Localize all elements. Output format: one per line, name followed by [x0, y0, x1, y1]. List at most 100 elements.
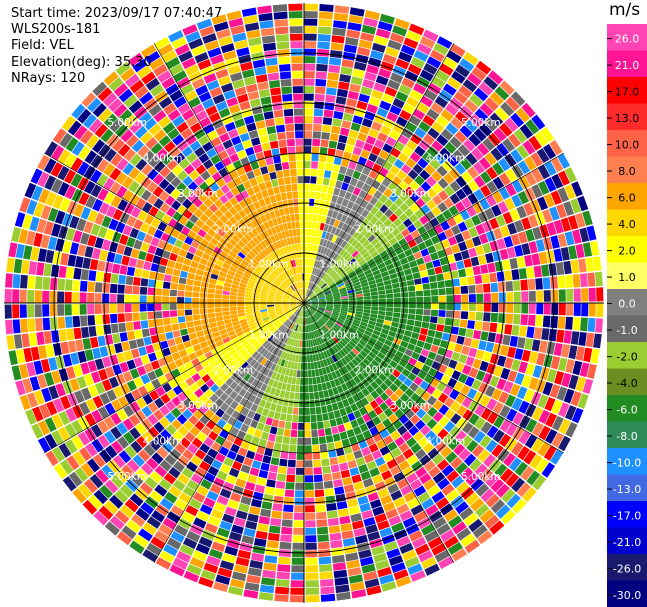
velocity-gate: [201, 318, 209, 325]
velocity-gate: [558, 402, 570, 418]
velocity-gate: [269, 211, 276, 219]
velocity-gate: [213, 581, 229, 593]
velocity-gate: [204, 247, 213, 256]
velocity-gate: [331, 426, 339, 435]
velocity-gate: [339, 329, 346, 336]
velocity-gate: [489, 375, 500, 388]
velocity-gate: [318, 154, 327, 163]
velocity-gate: [124, 499, 139, 513]
velocity-gate: [87, 292, 95, 303]
velocity-gate: [231, 262, 239, 269]
velocity-gate: [271, 271, 278, 278]
velocity-gate: [354, 356, 362, 364]
velocity-gate: [284, 336, 289, 344]
velocity-gate: [366, 460, 377, 471]
velocity-gate: [191, 373, 201, 382]
velocity-gate: [112, 208, 124, 221]
velocity-gate: [294, 123, 304, 131]
velocity-gate: [274, 320, 281, 327]
velocity-gate: [324, 397, 331, 405]
velocity-gate: [308, 291, 314, 298]
velocity-gate: [102, 293, 110, 303]
velocity-gate: [179, 270, 188, 279]
velocity-gate: [473, 87, 489, 102]
velocity-gate: [430, 316, 438, 324]
velocity-gate: [336, 501, 348, 510]
velocity-gate: [251, 327, 259, 333]
velocity-gate: [281, 405, 288, 414]
velocity-gate: [439, 63, 454, 76]
velocity-gate: [328, 233, 334, 242]
velocity-gate: [387, 441, 398, 452]
velocity-gate: [222, 303, 230, 308]
velocity-gate: [398, 323, 407, 330]
velocity-gate: [568, 345, 578, 360]
velocity-gate: [415, 284, 423, 291]
velocity-gate: [348, 505, 361, 515]
velocity-gate: [421, 523, 435, 536]
velocity-gate: [453, 294, 461, 303]
velocity-gate: [326, 87, 337, 96]
velocity-gate: [318, 280, 324, 287]
velocity-gate: [243, 14, 258, 25]
velocity-gate: [431, 543, 447, 556]
velocity-gate: [287, 146, 296, 154]
velocity-gate: [393, 378, 403, 388]
velocity-gate: [451, 475, 465, 489]
velocity-gate: [524, 172, 537, 186]
velocity-gate: [395, 265, 404, 273]
velocity-gate: [155, 318, 164, 327]
velocity-gate: [377, 352, 386, 360]
velocity-gate: [362, 430, 372, 440]
velocity-gate: [465, 472, 479, 486]
velocity-gate: [280, 79, 292, 87]
velocity-gate: [244, 196, 253, 206]
velocity-gate: [449, 180, 461, 192]
velocity-gate: [409, 89, 423, 101]
velocity-gate: [346, 316, 354, 322]
velocity-gate: [224, 319, 232, 325]
velocity-gate: [281, 382, 287, 391]
velocity-gate: [282, 296, 290, 300]
velocity-gate: [133, 357, 143, 368]
velocity-gate: [236, 330, 244, 337]
velocity-gate: [357, 353, 365, 361]
velocity-gate: [264, 247, 272, 255]
velocity-gate: [260, 338, 267, 345]
velocity-gate: [179, 437, 191, 449]
velocity-gate: [65, 137, 79, 152]
velocity-gate: [246, 29, 261, 39]
velocity-gate: [280, 284, 287, 290]
velocity-gate: [455, 201, 466, 213]
velocity-gate: [314, 229, 320, 237]
velocity-gate: [398, 442, 410, 453]
velocity-gate: [206, 338, 215, 346]
range-ring-label: 1.00km: [320, 329, 360, 341]
velocity-gate: [257, 127, 268, 137]
velocity-gate: [467, 179, 479, 192]
velocity-gate: [86, 458, 100, 473]
velocity-gate: [95, 325, 104, 336]
velocity-gate: [183, 420, 194, 431]
info-panel: Start time: 2023/09/17 07:40:47 WLS200s-…: [11, 6, 222, 87]
velocity-gate: [240, 440, 251, 450]
velocity-gate: [431, 388, 442, 399]
velocity-gate: [194, 175, 205, 186]
velocity-gate: [192, 255, 201, 263]
velocity-gate: [395, 364, 405, 373]
velocity-gate: [421, 402, 432, 413]
velocity-gate: [250, 338, 258, 346]
velocity-gate: [278, 287, 286, 292]
velocity-gate: [355, 534, 368, 545]
velocity-gate: [290, 305, 297, 308]
azimuth-spoke: [303, 302, 455, 563]
velocity-gate: [21, 260, 30, 274]
velocity-gate: [284, 489, 295, 498]
velocity-gate: [95, 469, 109, 484]
velocity-gate: [490, 282, 499, 293]
velocity-gate: [289, 303, 297, 306]
velocity-gate: [371, 295, 379, 300]
velocity-gate: [314, 399, 321, 407]
velocity-gate: [282, 282, 288, 288]
velocity-gate: [409, 382, 419, 392]
